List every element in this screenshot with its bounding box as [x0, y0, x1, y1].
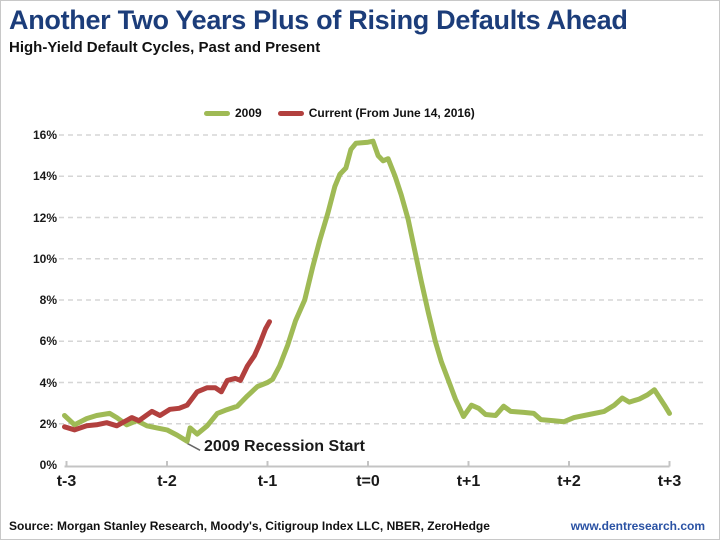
- legend-label: Current (From June 14, 2016): [308, 106, 475, 120]
- x-tick-label: t-2: [157, 473, 177, 490]
- y-tick-label: 6%: [39, 334, 57, 349]
- series-line-current: [62, 319, 272, 433]
- y-tick-label: 12%: [32, 210, 57, 225]
- source-text: Source: Morgan Stanley Research, Moody's…: [9, 519, 490, 533]
- series-line-2009: [62, 138, 672, 444]
- y-tick-label: 16%: [32, 128, 57, 142]
- legend-item-2009: 2009: [204, 106, 262, 120]
- y-tick-label: 10%: [32, 251, 57, 266]
- x-tick-label: t=0: [356, 473, 380, 490]
- x-tick-label: t+2: [557, 473, 581, 490]
- x-tick-label: t-3: [56, 473, 77, 490]
- legend-swatch: [277, 110, 304, 116]
- y-tick-label: 0%: [39, 458, 57, 472]
- x-tick-label: t+1: [456, 473, 481, 490]
- page-title: Another Two Years Plus of Rising Default…: [9, 5, 628, 35]
- legend-swatch: [204, 110, 230, 116]
- website-link[interactable]: www.dentresearch.com: [570, 519, 705, 533]
- x-tick-label: t+3: [657, 473, 682, 490]
- x-tick-label: t-1: [257, 473, 278, 490]
- y-tick-label: 8%: [39, 293, 57, 307]
- legend-item-current: Current (From June 14, 2016): [277, 106, 475, 120]
- y-tick-label: 2%: [39, 416, 57, 431]
- page-subtitle: High-Yield Default Cycles, Past and Pres…: [9, 39, 321, 56]
- y-tick-label: 4%: [39, 375, 57, 390]
- y-tick-label: 14%: [32, 169, 57, 184]
- annotation-leader-line: [186, 442, 201, 451]
- annotation-2009-recession-start: 2009 Recession Start: [204, 438, 365, 455]
- legend-label: 2009: [235, 106, 262, 120]
- chart-legend: 2009 Current (From June 14, 2016): [204, 104, 475, 122]
